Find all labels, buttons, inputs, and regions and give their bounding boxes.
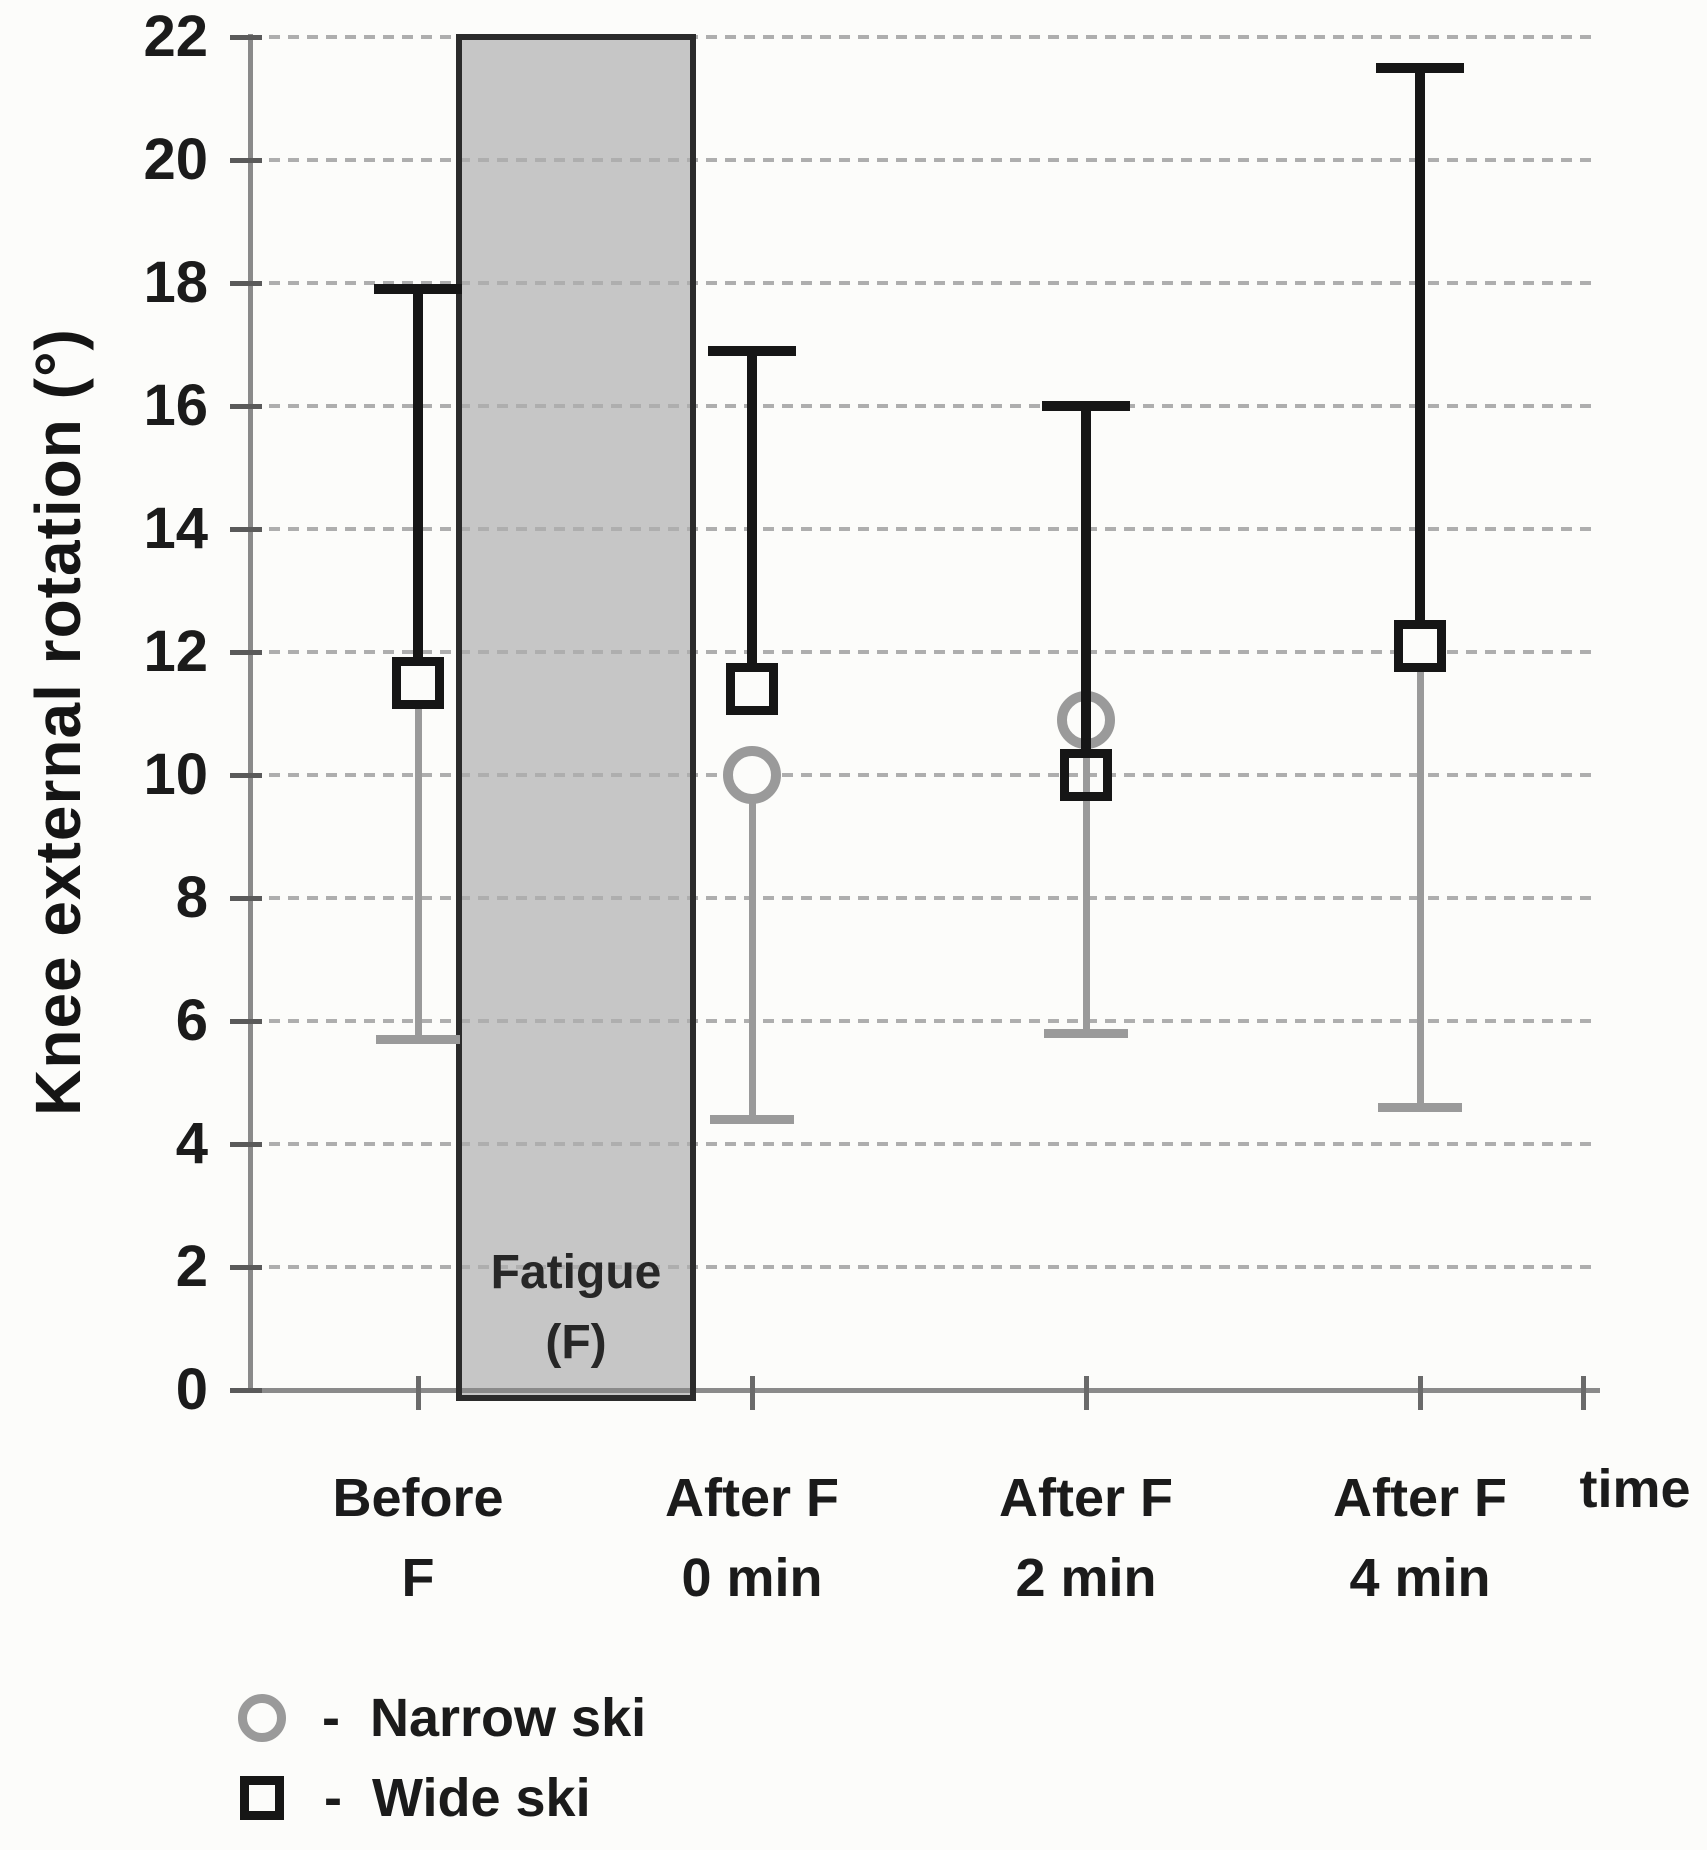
- x-tick-1: [750, 1376, 755, 1410]
- y-axis-line: [248, 34, 253, 1393]
- y-tick-2: [230, 1265, 262, 1270]
- lower-whisker-cap-0: [376, 1035, 460, 1045]
- y-tick-label-4: 4: [175, 1111, 208, 1176]
- lower-whisker-narrow-0: [414, 682, 422, 1040]
- y-tick-4: [230, 1142, 262, 1147]
- gridline-y-2: [250, 1265, 1598, 1269]
- lower-whisker-narrow-2: [1082, 719, 1090, 1034]
- legend-label-narrow-ski: - Narrow ski: [322, 1688, 647, 1748]
- upper-whisker-cap-2: [1042, 401, 1130, 411]
- wide-ski-point-2: [1060, 749, 1112, 801]
- gridline-y-8: [250, 896, 1598, 900]
- lower-whisker-cap-1: [710, 1115, 794, 1125]
- legend-label-wide-ski: - Wide ski: [324, 1768, 591, 1828]
- fatigue-label-line2: (F): [545, 1316, 607, 1369]
- lower-whisker-narrow-1: [748, 775, 756, 1120]
- y-tick-22: [230, 35, 262, 40]
- fatigue-label-line1: Fatigue: [490, 1246, 662, 1299]
- upper-whisker-cap-3: [1376, 62, 1464, 73]
- narrow-ski-point-1: [723, 746, 781, 804]
- legend-item-wide-ski: - Wide ski: [238, 1758, 646, 1838]
- gridline-y-16: [250, 404, 1598, 408]
- y-tick-8: [230, 896, 262, 901]
- y-tick-label-2: 2: [175, 1234, 208, 1299]
- x-axis-title: time: [1579, 1459, 1691, 1519]
- gridline-y-20: [250, 158, 1598, 162]
- gridline-y-14: [250, 527, 1598, 531]
- y-tick-18: [230, 281, 262, 286]
- upper-whisker-wide-1: [747, 350, 757, 689]
- gridline-y-18: [250, 281, 1598, 285]
- y-tick-label-18: 18: [143, 250, 208, 315]
- upper-whisker-wide-3: [1415, 67, 1425, 646]
- gridline-y-4: [250, 1142, 1598, 1146]
- upper-whisker-wide-2: [1081, 406, 1091, 753]
- lower-whisker-cap-2: [1044, 1029, 1128, 1039]
- upper-whisker-wide-0: [413, 289, 423, 683]
- x-category-label-0: Before F: [332, 1468, 504, 1608]
- x-tick-3: [1418, 1376, 1423, 1410]
- y-tick-14: [230, 527, 262, 532]
- y-tick-label-12: 12: [143, 619, 208, 684]
- y-tick-12: [230, 650, 262, 655]
- y-tick-label-20: 20: [143, 127, 208, 192]
- x-tick-axis-end: [1581, 1376, 1586, 1410]
- gridline-y-6: [250, 1019, 1598, 1023]
- wide-ski-point-0: [392, 656, 444, 709]
- y-tick-label-22: 22: [143, 4, 208, 69]
- upper-whisker-cap-1: [708, 345, 796, 356]
- fatigue-band-border: [456, 34, 696, 1401]
- gridline-y-12: [250, 650, 1598, 654]
- wide-ski-square-icon: [240, 1776, 284, 1820]
- fatigue-band: [462, 40, 690, 1395]
- wide-ski-point-3: [1394, 619, 1446, 672]
- legend-item-narrow-ski: - Narrow ski: [238, 1678, 646, 1758]
- gridline-y-22: [250, 35, 1598, 39]
- wide-ski-point-1: [726, 662, 778, 715]
- y-tick-label-0: 0: [175, 1357, 208, 1422]
- gridline-y-10: [250, 773, 1598, 777]
- x-tick-0: [416, 1376, 421, 1410]
- y-tick-label-14: 14: [143, 496, 208, 561]
- y-tick-label-8: 8: [175, 865, 208, 930]
- y-tick-label-10: 10: [143, 742, 208, 807]
- y-tick-6: [230, 1019, 262, 1024]
- fatigue-band-label: Fatigue (F): [462, 1238, 690, 1378]
- y-tick-0: [230, 1388, 262, 1393]
- narrow-ski-circle-icon: [238, 1694, 286, 1742]
- lower-whisker-cap-3: [1378, 1103, 1462, 1113]
- x-tick-2: [1084, 1376, 1089, 1410]
- x-axis-line: [248, 1388, 1600, 1393]
- y-tick-10: [230, 773, 262, 778]
- legend: - Narrow ski - Wide ski: [238, 1678, 646, 1838]
- upper-whisker-cap-0: [374, 284, 462, 295]
- lower-whisker-narrow-3: [1416, 645, 1424, 1108]
- y-tick-16: [230, 404, 262, 409]
- y-tick-label-16: 16: [143, 373, 208, 438]
- y-tick-20: [230, 158, 262, 163]
- y-tick-label-6: 6: [175, 988, 208, 1053]
